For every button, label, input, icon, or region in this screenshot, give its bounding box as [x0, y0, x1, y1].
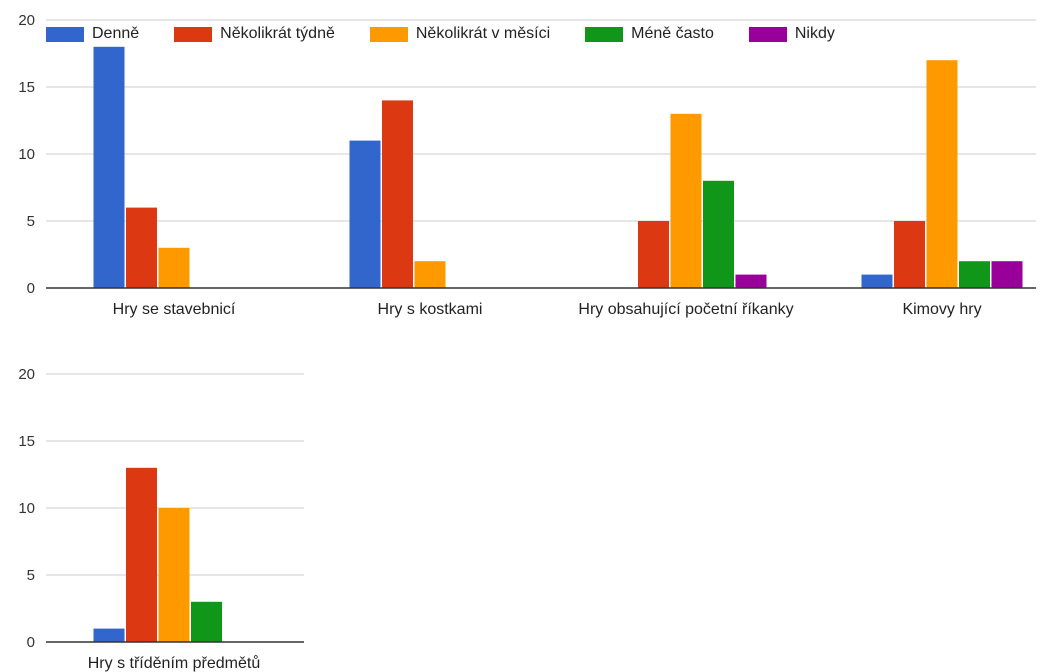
y-tick-label: 15 [18, 79, 35, 96]
legend-label: Několikrát týdně [220, 25, 335, 42]
bar-hry-s-kostkami-denne [349, 140, 381, 288]
bar-hry-se-stavebnici-nekolikrat-v-mesici [158, 247, 190, 288]
chart-panel-2: 0 5 10 15 20 Hry s tříděním předmětů [18, 366, 304, 672]
legend-item-nekolikrat-v-mesici: Několikrát v měsíci [369, 25, 551, 43]
bar-hry-s-tridenim-predmetu-mene-casto [191, 601, 222, 642]
y-tick-label: 20 [18, 366, 35, 383]
bar-hry-se-stavebnici-denne [93, 46, 125, 288]
bar-kimovy-hry-nekolikrat-v-mesici [926, 60, 958, 289]
y-tick-label: 5 [27, 213, 35, 230]
y-tick-label: 0 [27, 280, 35, 297]
legend-item-nekolikrat-tydne: Několikrát týdně [174, 25, 335, 43]
legend-label: Denně [92, 25, 140, 42]
bar-hry-obsahujici-pocetni-rikanky-mene-casto [703, 180, 734, 288]
bar-hry-obsahujici-pocetni-rikanky-nekolikrat-v-mesici [670, 113, 702, 288]
y-tick-label: 10 [18, 500, 35, 517]
legend-label: Méně často [631, 25, 714, 42]
legend-swatch [46, 26, 84, 42]
x-category-label: Hry s kostkami [378, 301, 483, 318]
bar-hry-s-kostkami-nekolikrat-v-mesici [414, 261, 446, 288]
chart-legend: Denně Několikrát týdně Několikrát v měsíci… [46, 22, 870, 46]
x-category-label: Kimovy hry [902, 301, 981, 318]
y-tick-label: 10 [18, 146, 35, 163]
legend-item-nikdy: Nikdy [748, 25, 835, 43]
legend-label: Nikdy [794, 25, 835, 42]
bar-hry-s-tridenim-predmetu-denne [93, 628, 125, 642]
bar-hry-obsahujici-pocetni-rikanky-nekolikrat-tydne [638, 221, 669, 288]
y-tick-label: 20 [18, 12, 35, 29]
bar-hry-se-stavebnici-nekolikrat-tydne [126, 207, 157, 288]
legend-item-mene-casto: Méně často [585, 25, 714, 43]
bar-kimovy-hry-nekolikrat-tydne [894, 221, 925, 288]
bar-kimovy-hry-nikdy [991, 261, 1023, 288]
legend-label: Několikrát v měsíci [415, 25, 551, 42]
bar-hry-s-tridenim-predmetu-nekolikrat-tydne [126, 467, 157, 642]
y-tick-label: 0 [27, 634, 35, 651]
bar-hry-obsahujici-pocetni-rikanky-nikdy [735, 274, 767, 288]
legend-item-denne: Denně [46, 25, 139, 43]
legend-swatch [585, 26, 624, 42]
legend-swatch [748, 26, 787, 42]
x-category-label: Hry obsahující početní říkanky [578, 301, 793, 318]
chart-panel-1: 0 5 10 15 20 Hry se stavebnicí Hry s kostkami H… [18, 12, 1036, 318]
y-tick-label: 5 [27, 567, 35, 584]
x-category-label: Hry se stavebnicí [113, 301, 236, 318]
bar-hry-s-tridenim-predmetu-nekolikrat-v-mesici [158, 508, 190, 642]
legend-swatch [369, 26, 408, 42]
bar-hry-s-kostkami-nekolikrat-tydne [382, 100, 413, 289]
bar-kimovy-hry-denne [861, 274, 893, 288]
legend-swatch [174, 26, 213, 42]
x-category-label: Hry s tříděním předmětů [88, 654, 261, 672]
bar-kimovy-hry-mene-casto [959, 261, 990, 288]
y-tick-label: 15 [18, 433, 35, 450]
